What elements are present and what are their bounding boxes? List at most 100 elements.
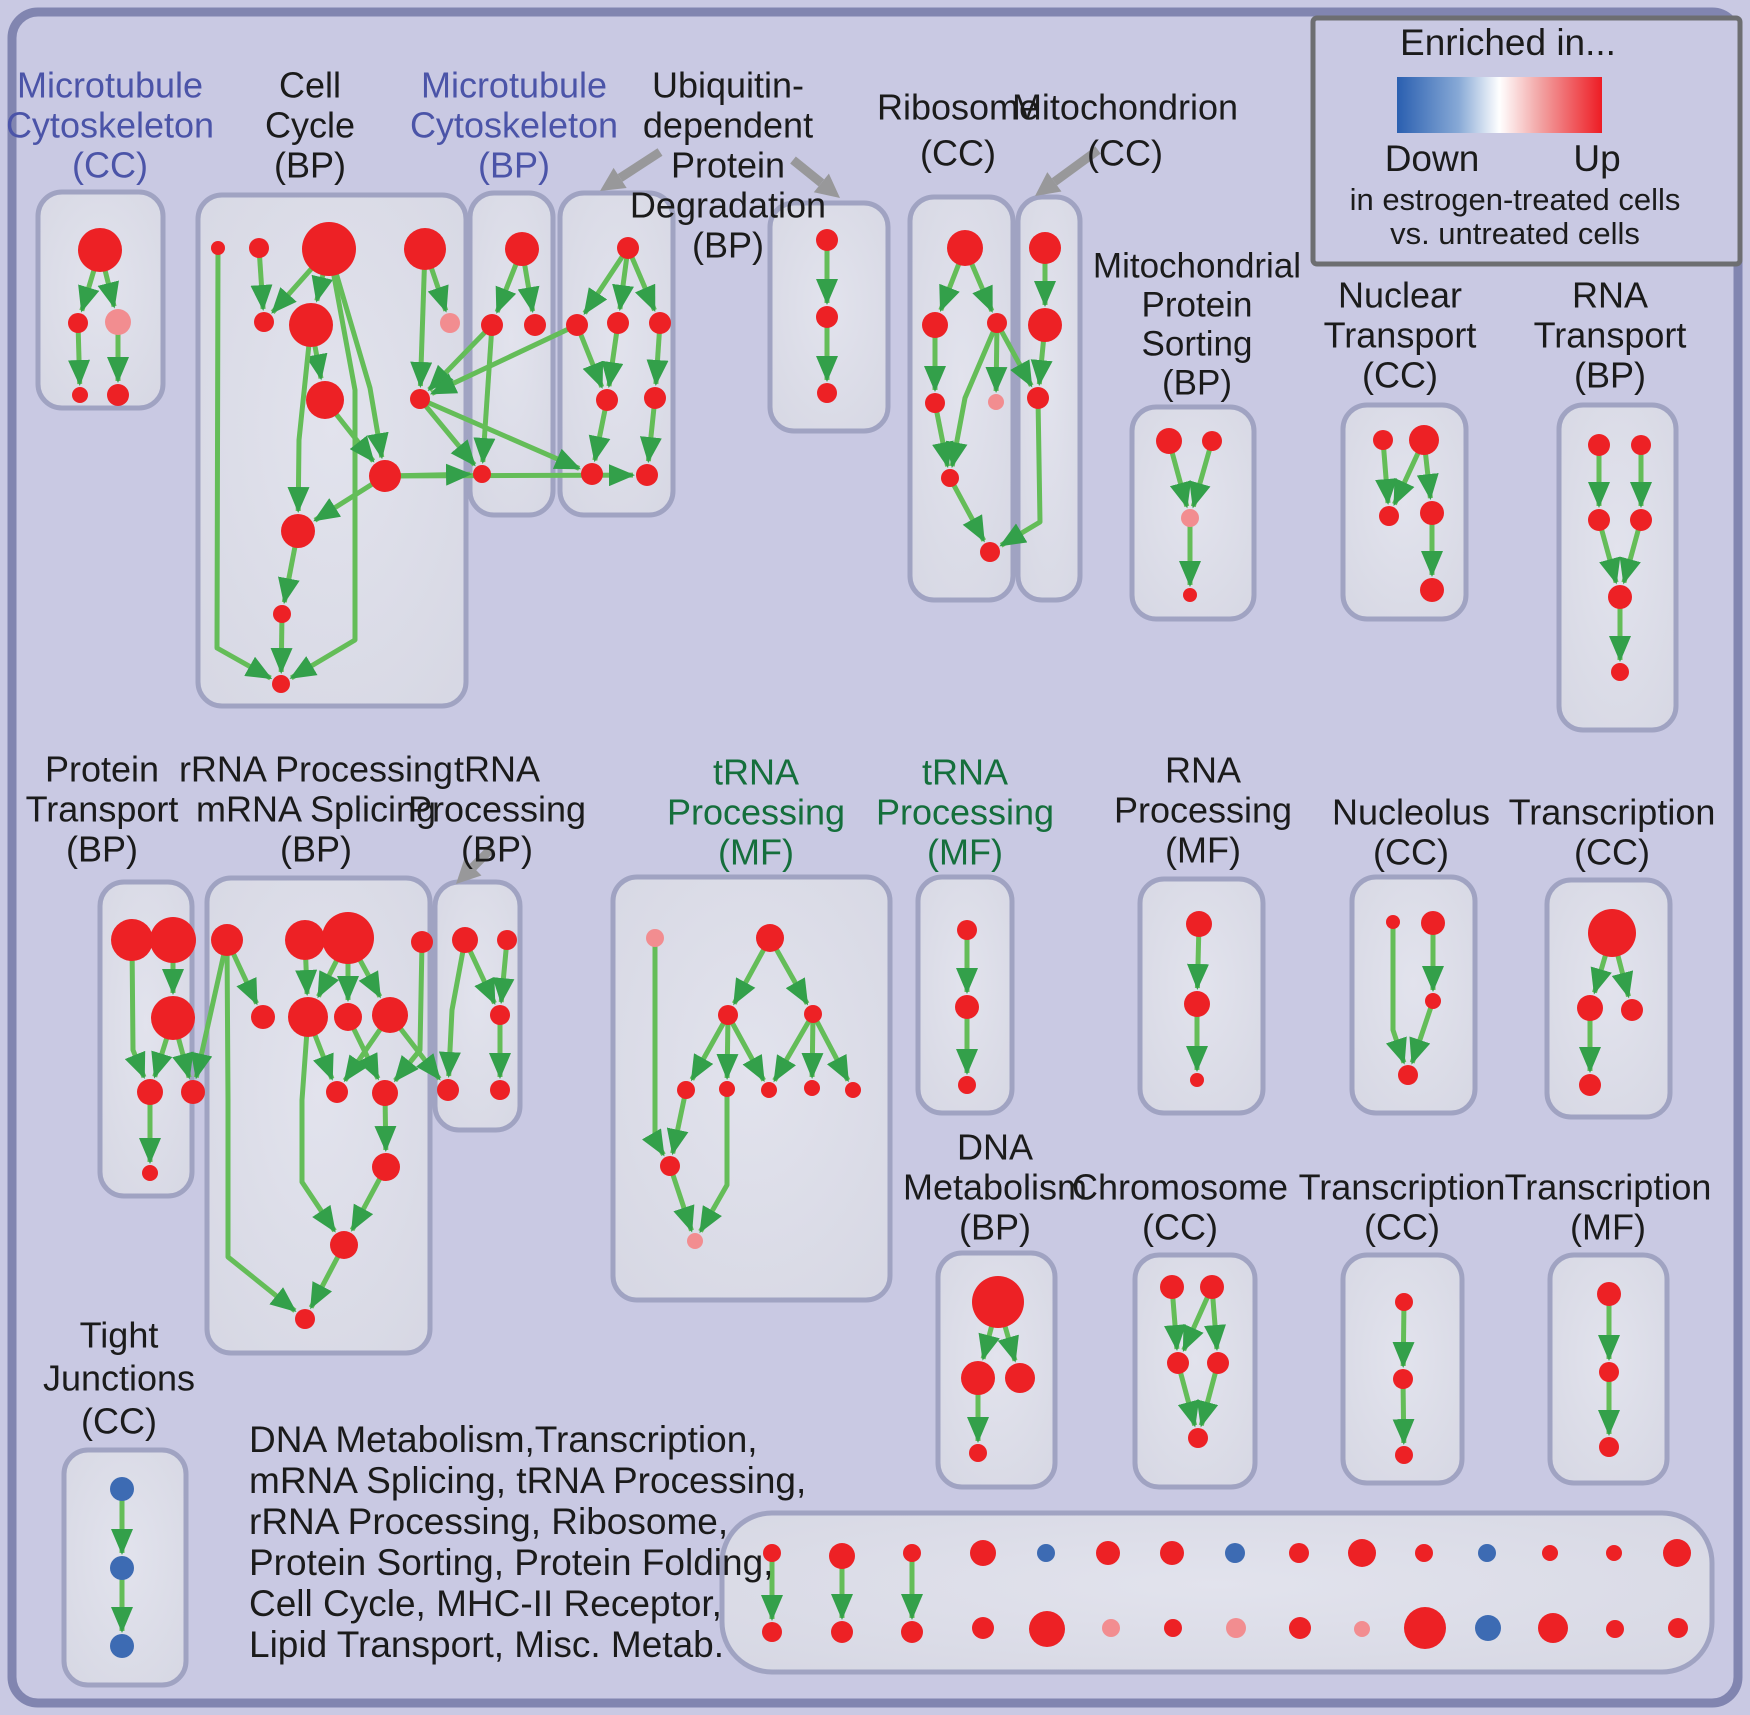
go-term-node-x3	[1621, 999, 1643, 1021]
go-term-node-c14	[272, 675, 290, 693]
go-term-node-d3	[1005, 1363, 1035, 1393]
edge-f3-f7	[725, 1013, 766, 1083]
go-term-node-h4	[1207, 1352, 1229, 1374]
go-term-node-d4	[969, 1444, 987, 1462]
go-term-node-g2	[955, 995, 979, 1019]
go-term-node-r1	[947, 230, 983, 266]
go-term-node-w15t	[1663, 1539, 1691, 1567]
misc-categories-text: DNA Metabolism,Transcription, mRNA Splici…	[249, 1419, 806, 1665]
go-term-node-s4	[1183, 588, 1197, 602]
edge-u2-c9	[429, 322, 579, 396]
go-term-node-w11b	[1404, 1607, 1446, 1649]
go-term-node-u1	[617, 237, 639, 259]
go-term-node-rr6	[288, 997, 328, 1037]
edge-c3-c10	[326, 248, 389, 460]
cluster-label-ribosome-cc: Ribosome (CC)	[877, 87, 1039, 174]
legend-title: Enriched in...	[1400, 22, 1616, 63]
go-term-node-u8	[636, 464, 658, 486]
go-term-node-f11	[687, 1233, 703, 1249]
go-term-node-c12	[281, 514, 315, 548]
cluster-box-misc-enrichment	[719, 1510, 1715, 1675]
go-term-node-g1	[957, 920, 977, 940]
go-term-node-j1	[110, 1477, 134, 1501]
go-term-node-v3	[817, 383, 837, 403]
go-term-node-f2	[756, 924, 784, 952]
go-term-node-u6	[644, 387, 666, 409]
go-term-node-o1	[1386, 915, 1400, 929]
go-term-node-x2	[1577, 995, 1603, 1021]
go-term-node-c2	[249, 238, 269, 258]
edge-c1-c14	[214, 247, 273, 681]
go-term-node-u5	[596, 389, 618, 411]
go-term-node-c9	[410, 389, 430, 409]
cluster-label-trna-bp: tRNA Processing (BP)	[408, 749, 586, 870]
go-term-node-t3	[1588, 509, 1610, 531]
go-term-node-w7t	[1160, 1541, 1184, 1565]
legend-down-label: Down	[1385, 138, 1480, 179]
go-term-node-w2t	[829, 1543, 855, 1569]
go-term-node-u7	[581, 463, 603, 485]
go-term-node-t4	[1630, 509, 1652, 531]
legend-subtitle-1: in estrogen-treated cells	[1350, 182, 1681, 217]
edge-f4-f8	[801, 1013, 824, 1079]
go-term-node-p3	[151, 996, 195, 1040]
go-term-node-tb2	[497, 930, 517, 950]
cluster-box-nucleolus	[1349, 874, 1478, 1116]
go-term-node-t2	[1631, 435, 1651, 455]
go-term-node-tb1	[452, 927, 478, 953]
cluster-label-trna-mf-1: tRNA Processing (MF)	[667, 752, 845, 873]
go-term-node-tb4	[437, 1079, 459, 1101]
edge-tb1-tb4	[438, 939, 468, 1078]
go-term-node-f4	[804, 1005, 822, 1023]
cluster-label-rna-processing-mf: RNA Processing (MF)	[1114, 750, 1292, 871]
go-term-node-c1	[211, 241, 225, 255]
cluster-label-transcription-cc-mid: Transcription (CC)	[1509, 792, 1716, 873]
cluster-label-mitochondrion-cc: Mitochondrion (CC)	[1012, 87, 1238, 174]
cluster-label-dna-metabolism-bp: DNA Metabolism (BP)	[903, 1127, 1087, 1248]
cluster-box-microtubule-cc	[35, 189, 166, 411]
go-term-node-rr8	[372, 997, 408, 1033]
go-term-node-rr3	[322, 912, 374, 964]
edge-f4-f7	[772, 1012, 816, 1083]
go-term-node-r7	[980, 542, 1000, 562]
go-term-node-o2	[1421, 911, 1445, 935]
go-term-node-rr11	[372, 1153, 400, 1181]
go-term-node-c10	[369, 460, 401, 492]
edge-f3-f6	[716, 1014, 739, 1080]
go-term-node-f6	[719, 1081, 735, 1097]
callout-trna-bp-line	[469, 844, 496, 871]
go-term-node-w4b	[972, 1617, 994, 1639]
go-term-node-r4	[925, 393, 945, 413]
edge-s2-s3	[1189, 440, 1215, 509]
legend-subtitle-2: vs. untreated cells	[1390, 216, 1640, 251]
go-term-node-p2	[150, 917, 196, 963]
go-term-node-r6	[941, 469, 959, 487]
go-term-node-c7	[440, 313, 460, 333]
go-term-node-t1	[1588, 434, 1610, 456]
go-term-node-w11t	[1415, 1544, 1433, 1562]
go-term-node-rr5	[251, 1005, 275, 1029]
edge-r4-r6	[932, 402, 954, 469]
cluster-label-transcription-cc-bot: Transcription (CC)	[1299, 1167, 1506, 1248]
cluster-label-rna-transport-bp: RNA Transport (BP)	[1534, 275, 1687, 396]
edge-k3-r7	[999, 397, 1043, 548]
go-term-node-rr13	[295, 1309, 315, 1329]
go-term-node-w9b	[1289, 1617, 1311, 1639]
go-term-node-w4t	[970, 1540, 996, 1566]
go-term-node-w6t	[1096, 1541, 1120, 1565]
edge-r3-r6	[945, 322, 1000, 469]
edge-m2-m4	[473, 324, 496, 464]
go-term-node-v2	[816, 306, 838, 328]
go-term-node-n1	[1373, 430, 1393, 450]
cluster-label-microtubule-cc: Microtubule Cytoskeleton (CC)	[6, 65, 214, 186]
go-term-node-w1b	[762, 1622, 782, 1642]
edge-y2-y3	[1392, 1378, 1415, 1445]
go-term-node-q1	[1186, 911, 1212, 937]
callout-mitochondrion-line	[1051, 146, 1101, 186]
go-term-node-m3	[524, 314, 546, 336]
cluster-box-rna-transport	[1556, 402, 1679, 733]
edge-u1-u2	[582, 246, 631, 315]
edge-f1-f10	[641, 938, 666, 1157]
go-term-node-c3	[302, 222, 356, 276]
